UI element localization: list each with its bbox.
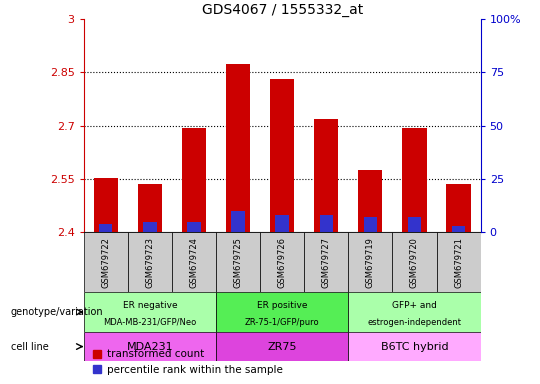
Text: ER positive: ER positive (257, 301, 307, 310)
Bar (84, 232, 128, 292)
Bar (260, 232, 304, 292)
Bar (270, 79, 294, 232)
Bar (402, 128, 427, 232)
Bar (143, 222, 157, 232)
Bar (84, 292, 216, 332)
Bar (99, 224, 112, 232)
Text: GSM679726: GSM679726 (278, 237, 287, 288)
Bar (93, 178, 118, 232)
Text: ER negative: ER negative (123, 301, 177, 310)
Bar (172, 232, 216, 292)
Bar (320, 215, 333, 232)
Bar (216, 292, 348, 332)
Bar (187, 222, 201, 232)
Text: cell line: cell line (11, 341, 49, 352)
Bar (447, 184, 471, 232)
Bar (408, 217, 421, 232)
Bar (216, 332, 348, 361)
Bar (348, 232, 393, 292)
Title: GDS4067 / 1555332_at: GDS4067 / 1555332_at (201, 3, 363, 17)
Legend: transformed count, percentile rank within the sample: transformed count, percentile rank withi… (89, 345, 287, 379)
Text: GSM679723: GSM679723 (145, 237, 154, 288)
Bar (363, 217, 377, 232)
Text: estrogen-independent: estrogen-independent (367, 318, 462, 326)
Bar (275, 215, 289, 232)
Bar (231, 211, 245, 232)
Text: ZR-75-1/GFP/puro: ZR-75-1/GFP/puro (245, 318, 320, 326)
Text: GSM679721: GSM679721 (454, 237, 463, 288)
Bar (84, 332, 216, 361)
Text: GSM679727: GSM679727 (322, 237, 330, 288)
Bar (358, 170, 382, 232)
Bar (304, 232, 348, 292)
Text: genotype/variation: genotype/variation (11, 307, 104, 317)
Bar (436, 232, 481, 292)
Text: MDA231: MDA231 (126, 341, 173, 352)
Bar (393, 232, 436, 292)
Bar (216, 232, 260, 292)
Bar (348, 292, 481, 332)
Text: GSM679725: GSM679725 (234, 237, 242, 288)
Text: MDA-MB-231/GFP/Neo: MDA-MB-231/GFP/Neo (103, 318, 197, 326)
Bar (182, 127, 206, 232)
Text: B6TC hybrid: B6TC hybrid (381, 341, 448, 352)
Text: GSM679722: GSM679722 (102, 237, 110, 288)
Bar (128, 232, 172, 292)
Bar (226, 64, 250, 232)
Text: GFP+ and: GFP+ and (392, 301, 437, 310)
Bar (348, 332, 481, 361)
Bar (314, 119, 339, 232)
Bar (452, 226, 465, 232)
Text: GSM679720: GSM679720 (410, 237, 419, 288)
Text: GSM679719: GSM679719 (366, 237, 375, 288)
Text: ZR75: ZR75 (267, 341, 297, 352)
Bar (138, 184, 162, 232)
Text: GSM679724: GSM679724 (190, 237, 199, 288)
